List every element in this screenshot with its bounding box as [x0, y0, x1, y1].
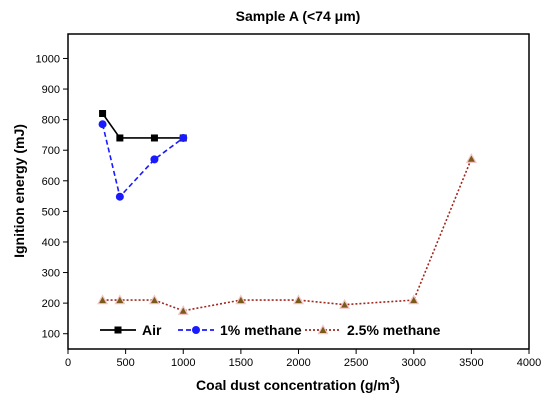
y-tick-label: 900 — [42, 84, 60, 96]
y-tick-label: 800 — [42, 115, 60, 127]
data-point — [235, 294, 247, 305]
data-point — [292, 294, 305, 305]
data-point — [116, 134, 124, 142]
series-line — [101, 124, 184, 199]
series-line — [102, 158, 473, 312]
x-tick-label: 0 — [65, 357, 71, 369]
y-tick-label: 1000 — [36, 53, 60, 65]
x-tick-label: 2000 — [286, 357, 310, 369]
legend-label: 2.5% methane — [347, 322, 441, 338]
x-tick-label: 1000 — [171, 357, 195, 369]
data-point — [97, 294, 109, 305]
y-axis-label: Ignition energy (mJ) — [11, 124, 27, 258]
y-tick-label: 500 — [42, 206, 60, 218]
x-axis-label: Coal dust concentration (g/m3) — [196, 376, 400, 393]
data-point — [148, 294, 160, 305]
data-point — [150, 134, 158, 142]
legend-marker — [114, 326, 122, 334]
y-tick-label: 200 — [42, 298, 60, 310]
series-1-methane — [98, 120, 188, 201]
y-axis: 100 200 300 400 500 600 700 800 900 1000 — [36, 53, 68, 341]
legend: Air 1% methane 2.5% methane — [100, 322, 441, 338]
legend-marker — [192, 326, 200, 334]
series-air — [99, 110, 187, 142]
y-tick-label: 700 — [42, 145, 60, 157]
series-layer — [97, 110, 477, 315]
y-tick-label: 300 — [42, 268, 60, 280]
x-tick-label: 500 — [116, 357, 134, 369]
y-tick-label: 400 — [42, 237, 60, 249]
data-point — [465, 153, 477, 163]
data-point — [339, 298, 351, 309]
chart-title: Sample A (<74 μm) — [236, 8, 361, 24]
series-line — [101, 113, 184, 139]
legend-item: 1% methane — [178, 322, 302, 338]
x-tick-label: 4000 — [517, 357, 541, 369]
x-tick-label: 1500 — [229, 357, 253, 369]
legend-label: 1% methane — [220, 322, 302, 338]
data-point — [98, 120, 107, 129]
legend-label: Air — [142, 322, 162, 338]
x-tick-label: 2500 — [344, 357, 368, 369]
y-tick-label: 100 — [42, 329, 60, 341]
x-tick-label: 3000 — [402, 357, 426, 369]
data-point — [99, 110, 107, 118]
y-tick-label: 600 — [42, 176, 60, 188]
data-point — [177, 305, 189, 315]
legend-item: Air — [100, 322, 162, 338]
data-point — [179, 133, 188, 142]
data-point — [114, 294, 126, 305]
legend-item: 2.5% methane — [305, 322, 441, 338]
legend-marker — [317, 324, 329, 335]
data-point — [150, 155, 159, 164]
series-2-5-methane — [97, 153, 477, 315]
x-tick-label: 3500 — [459, 357, 483, 369]
x-axis: 0 500 1000 1500 2000 2500 3000 3500 4000 — [65, 349, 541, 369]
data-point — [115, 192, 124, 201]
data-point — [408, 294, 420, 305]
